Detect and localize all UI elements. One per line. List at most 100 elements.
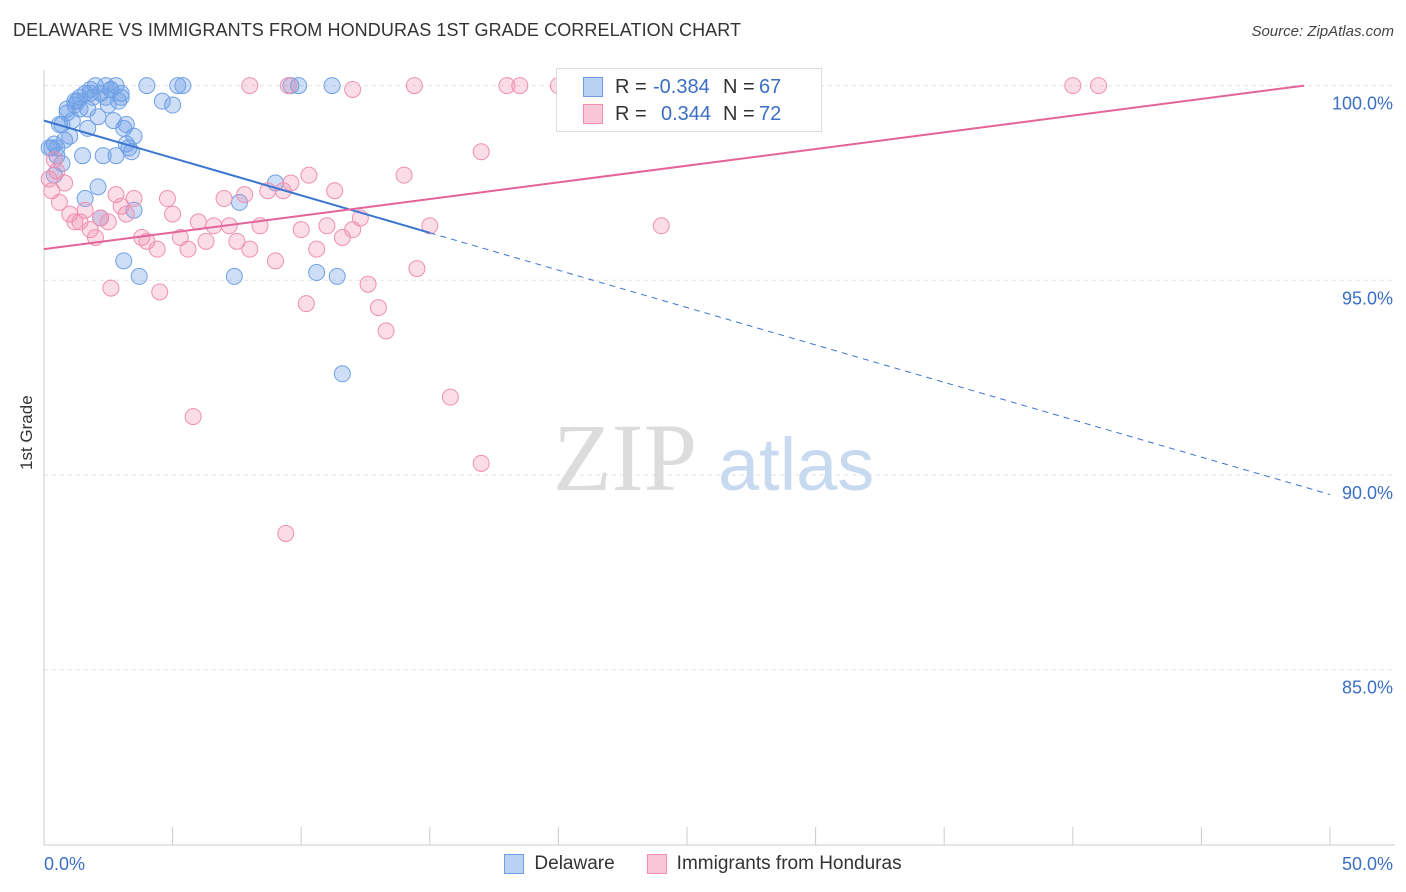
- n-value-honduras: 72: [759, 102, 782, 125]
- honduras-point: [282, 174, 300, 192]
- axes: [43, 70, 1395, 846]
- delaware-point: [153, 92, 171, 110]
- delaware-point: [117, 116, 135, 134]
- honduras-point: [441, 388, 459, 406]
- delaware-point: [76, 190, 94, 208]
- honduras-point: [158, 190, 176, 208]
- delaware-swatch: [583, 77, 603, 97]
- x-tick-label-min: 0.0%: [44, 854, 85, 874]
- delaware-point: [323, 77, 341, 95]
- delaware-point: [130, 267, 148, 285]
- delaware-point: [107, 147, 125, 165]
- honduras-point: [50, 193, 68, 211]
- honduras-point: [344, 221, 362, 239]
- delaware-point: [102, 80, 120, 98]
- delaware-point: [89, 178, 107, 196]
- delaware-point: [81, 84, 99, 102]
- honduras-point: [241, 240, 259, 258]
- r-value-delaware: -0.384: [653, 75, 710, 98]
- delaware-point: [225, 267, 243, 285]
- honduras-point: [228, 232, 246, 250]
- honduras-point: [151, 283, 169, 301]
- delaware-point: [138, 77, 156, 95]
- legend-item-honduras[interactable]: Immigrants from Honduras: [646, 853, 902, 875]
- y-tick-label: 90.0%: [1342, 483, 1393, 503]
- honduras-point: [652, 217, 670, 235]
- honduras-trend-line: [43, 84, 1305, 251]
- delaware-trend-line: [43, 119, 431, 234]
- delaware-point: [74, 147, 92, 165]
- delaware-point: [125, 201, 143, 219]
- chart-title: DELAWARE VS IMMIGRANTS FROM HONDURAS 1ST…: [13, 20, 742, 40]
- honduras-point: [171, 228, 189, 246]
- gridlines: [44, 85, 1395, 671]
- honduras-point: [472, 143, 490, 161]
- n-value-delaware: 67: [759, 75, 782, 98]
- source-label: Source: ZipAtlas.com: [1251, 23, 1394, 40]
- honduras-point: [405, 77, 423, 95]
- delaware-point: [169, 77, 187, 95]
- honduras-point: [197, 232, 215, 250]
- honduras-point: [164, 205, 182, 223]
- honduras-point: [326, 182, 344, 200]
- honduras-swatch: [646, 854, 667, 874]
- x-tick-label-max: 50.0%: [1342, 854, 1393, 874]
- watermark-zip: ZIP: [553, 404, 697, 511]
- honduras-point: [66, 213, 84, 231]
- delaware-point: [333, 365, 351, 383]
- tick-labels: 100.0% 95.0% 90.0% 85.0% 0.0% 50.0%: [44, 94, 1393, 874]
- honduras-point: [266, 252, 284, 270]
- honduras-point: [179, 240, 197, 258]
- y-tick-label: 100.0%: [1332, 94, 1393, 114]
- honduras-point: [395, 166, 413, 184]
- honduras-point: [359, 275, 377, 293]
- legend-row-honduras: R = 0.344 N = 72: [583, 102, 781, 126]
- honduras-point: [408, 260, 426, 278]
- delaware-point: [174, 77, 192, 95]
- honduras-point: [377, 322, 395, 340]
- honduras-point: [472, 454, 490, 472]
- honduras-point: [498, 77, 516, 95]
- watermark-atlas: atlas: [718, 423, 874, 506]
- honduras-point: [43, 182, 61, 200]
- legend-label-delaware: Delaware: [534, 853, 615, 874]
- delaware-point: [290, 77, 308, 95]
- honduras-point: [99, 213, 117, 231]
- honduras-point: [1090, 77, 1108, 95]
- honduras-point: [277, 524, 295, 542]
- delaware-trend-extension: [429, 232, 1331, 495]
- r-label: R =: [615, 102, 647, 125]
- honduras-point: [92, 209, 110, 227]
- honduras-point: [148, 240, 166, 258]
- delaware-point: [66, 96, 84, 114]
- honduras-point: [292, 221, 310, 239]
- honduras-point: [76, 201, 94, 219]
- honduras-point: [117, 205, 135, 223]
- delaware-point: [328, 267, 346, 285]
- n-label: N =: [723, 102, 755, 125]
- honduras-point: [236, 186, 254, 204]
- honduras-point: [1064, 77, 1082, 95]
- y-tick-label: 95.0%: [1342, 288, 1393, 308]
- honduras-point: [369, 299, 387, 317]
- honduras-point: [318, 217, 336, 235]
- honduras-point: [102, 279, 120, 297]
- honduras-point: [300, 166, 318, 184]
- honduras-swatch: [583, 104, 603, 124]
- bottom-legend: Delaware Immigrants from Honduras: [0, 853, 1406, 875]
- legend-item-delaware[interactable]: Delaware: [504, 853, 615, 875]
- honduras-point: [215, 190, 233, 208]
- r-label: R =: [615, 75, 647, 98]
- honduras-points: [40, 77, 1108, 542]
- trend-lines: [43, 84, 1331, 495]
- y-tick-label: 85.0%: [1342, 678, 1393, 698]
- honduras-point: [511, 77, 529, 95]
- delaware-swatch: [504, 854, 525, 874]
- n-label: N =: [723, 75, 755, 98]
- legend-label-honduras: Immigrants from Honduras: [676, 853, 902, 874]
- honduras-point: [344, 80, 362, 98]
- r-value-honduras: 0.344: [661, 102, 712, 125]
- honduras-point: [421, 217, 439, 235]
- delaware-point: [94, 147, 112, 165]
- honduras-point: [56, 174, 74, 192]
